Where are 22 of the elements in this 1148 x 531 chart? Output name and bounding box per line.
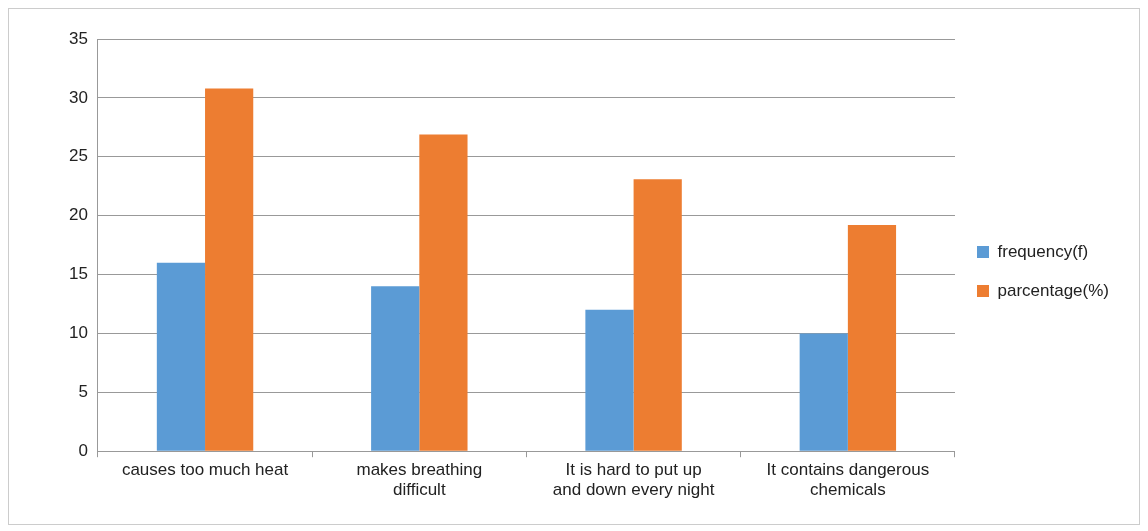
x-tick-label: makes breathing difficult <box>356 460 483 500</box>
bar <box>156 262 206 451</box>
bar <box>799 333 848 451</box>
bar <box>633 179 682 451</box>
legend-label: frequency(f) <box>997 241 1089 261</box>
bar <box>205 88 254 451</box>
y-tick-label: 0 <box>78 440 88 460</box>
bar <box>371 286 420 451</box>
y-tick-label: 30 <box>68 87 88 107</box>
y-tick-label: 15 <box>68 264 88 284</box>
x-tick-label: It is hard to put up and down every night <box>552 460 715 500</box>
bar <box>847 225 897 451</box>
x-tick-label: causes too much heat <box>121 460 289 480</box>
y-tick-label: 20 <box>68 205 88 225</box>
y-tick-label: 10 <box>68 323 88 343</box>
bar <box>585 309 634 451</box>
legend-label: parcentage(%) <box>997 280 1110 300</box>
x-tick-label: It contains dangerous chemicals <box>766 460 930 500</box>
y-tick-label: 35 <box>68 28 88 48</box>
y-tick-label: 5 <box>78 382 88 401</box>
y-tick-label: 25 <box>68 146 88 166</box>
bar <box>419 134 468 451</box>
